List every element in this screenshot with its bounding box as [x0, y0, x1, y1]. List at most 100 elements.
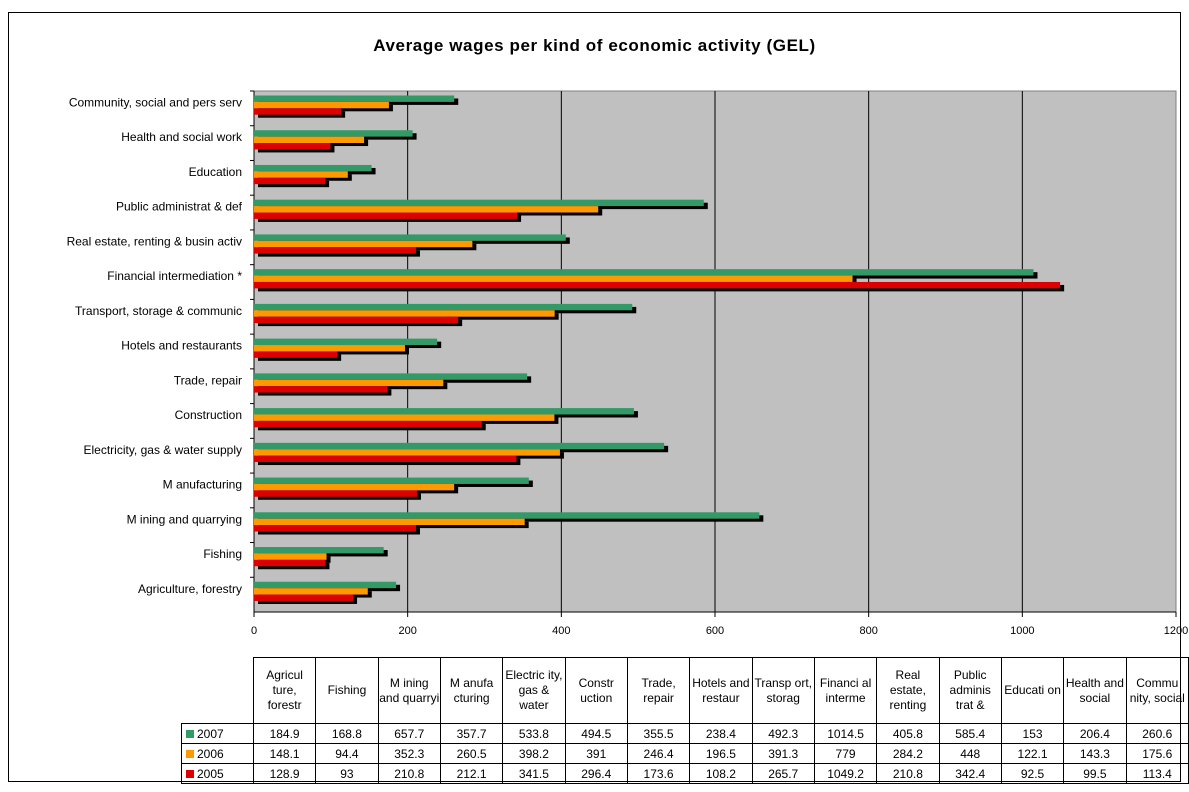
category-label: Real estate, renting & busin activ	[67, 234, 242, 248]
bar-2006	[254, 588, 368, 595]
category-label: M ining and quarrying	[127, 512, 242, 526]
category-label: Education	[189, 165, 242, 179]
bar-2007	[254, 95, 455, 102]
table-cell: 342.4	[938, 763, 1002, 784]
table-header-cell: Financi al interme	[813, 657, 878, 724]
table-header-cell: Trade, repair	[626, 657, 691, 724]
bar-2006	[254, 240, 473, 248]
bar-2006	[254, 275, 853, 282]
table-header-cell: Agricul ture, forestr	[252, 657, 317, 724]
category-label: Agriculture, forestry	[138, 582, 242, 596]
bar-2007	[254, 512, 760, 519]
bar-2005	[254, 490, 417, 497]
bar-2007	[254, 477, 529, 484]
table-cell: 398.2	[502, 743, 566, 764]
bar-2007	[254, 581, 397, 589]
table-row: 2007 184.9 168.8 657.7 357.7 533.8 494.5 355.5 2…	[181, 723, 1189, 744]
table-cell: 260.6	[1125, 723, 1189, 744]
x-tick-label: 1200	[1164, 625, 1188, 637]
table-cell: 238.4	[689, 723, 753, 744]
table-cell: 122.1	[1000, 743, 1065, 764]
bar-2007	[254, 408, 634, 415]
table-header-cell: Transp ort, storag	[751, 657, 815, 724]
table-cell: 492.3	[751, 723, 815, 744]
table-cell: 148.1	[252, 743, 317, 764]
bar-2007	[254, 130, 413, 137]
series-legend-cell: 2005	[181, 763, 254, 784]
table-header-cell: Fishing	[315, 657, 379, 724]
bar-2005	[254, 559, 326, 567]
bar-2006	[254, 345, 405, 352]
bar-2005	[254, 108, 342, 115]
table-cell: 779	[813, 743, 878, 764]
table-header-cell: Public adminis trat &	[938, 657, 1002, 724]
bar-2007	[254, 303, 633, 311]
bar-2007	[254, 269, 1034, 276]
table-header-cell: Electric ity, gas & water	[502, 657, 566, 724]
table-cell: 533.8	[502, 723, 566, 744]
bar-2006	[254, 310, 555, 317]
legend-swatch	[186, 770, 194, 779]
legend-label: 2006	[197, 746, 224, 761]
table-cell: 184.9	[252, 723, 317, 744]
category-label: Transport, storage & communic	[75, 304, 242, 318]
bar-2005	[254, 420, 482, 428]
bar-2007	[254, 234, 566, 241]
bar-2005	[254, 247, 416, 254]
category-label: Health and social work	[121, 130, 243, 144]
category-label: Financial intermediation *	[107, 269, 242, 283]
table-cell: 405.8	[876, 723, 940, 744]
table-cell: 94.4	[315, 743, 379, 764]
data-table: Agricul ture, forestr Fishing M ining and …	[181, 657, 1189, 784]
table-cell: 196.5	[689, 743, 753, 764]
bar-2007	[254, 547, 384, 554]
bar-2005	[254, 316, 459, 324]
table-header-cell: M ining and quarryi	[377, 657, 441, 724]
bar-2006	[254, 136, 365, 144]
table-header-cell: Educati on	[1000, 657, 1065, 724]
table-cell: 1049.2	[813, 763, 878, 784]
category-label: Community, social and pers serv	[69, 96, 242, 110]
bar-2005	[254, 455, 517, 463]
bar-2006	[254, 171, 348, 178]
table-cell: 357.7	[439, 723, 504, 744]
bar-2007	[254, 164, 372, 172]
table-header-cell: Constr uction	[564, 657, 628, 724]
x-tick-label: 200	[398, 625, 416, 637]
table-cell: 108.2	[689, 763, 753, 784]
table-cell: 494.5	[564, 723, 628, 744]
table-cell: 246.4	[626, 743, 691, 764]
table-cell: 265.7	[751, 763, 815, 784]
legend-label: 2007	[197, 726, 224, 741]
table-cell: 99.5	[1063, 763, 1127, 784]
chart-title: Average wages per kind of economic activ…	[373, 36, 816, 55]
x-tick-label: 600	[706, 625, 724, 637]
table-row: 2006 148.1 94.4 352.3 260.5 398.2 391 246.4 196.…	[181, 743, 1189, 764]
table-cell: 143.3	[1063, 743, 1127, 764]
series-legend-cell: 2007	[181, 723, 254, 744]
table-cell: 260.5	[439, 743, 504, 764]
x-tick-label: 1000	[1010, 625, 1034, 637]
table-header-cell: M anufa cturing	[439, 657, 504, 724]
category-label: M anufacturing	[163, 478, 242, 492]
bar-2007	[254, 373, 528, 380]
table-cell: 585.4	[938, 723, 1002, 744]
table-cell: 153	[1000, 723, 1065, 744]
table-cell: 92.5	[1000, 763, 1065, 784]
legend-swatch	[186, 730, 194, 739]
bar-2005	[254, 525, 416, 532]
table-cell: 113.4	[1125, 763, 1189, 784]
table-cell: 284.2	[876, 743, 940, 764]
table-cell: 355.5	[626, 723, 691, 744]
bar-2006	[254, 518, 525, 526]
table-cell: 657.7	[377, 723, 441, 744]
category-label: Public administrat & def	[116, 200, 243, 214]
table-cell: 210.8	[377, 763, 441, 784]
table-cell: 206.4	[1063, 723, 1127, 744]
bar-2006	[254, 101, 389, 109]
bar-2006	[254, 553, 327, 560]
table-header-cell: Hotels and restaur	[689, 657, 753, 724]
bar-2006	[254, 206, 599, 213]
x-tick-label: 400	[552, 625, 570, 637]
